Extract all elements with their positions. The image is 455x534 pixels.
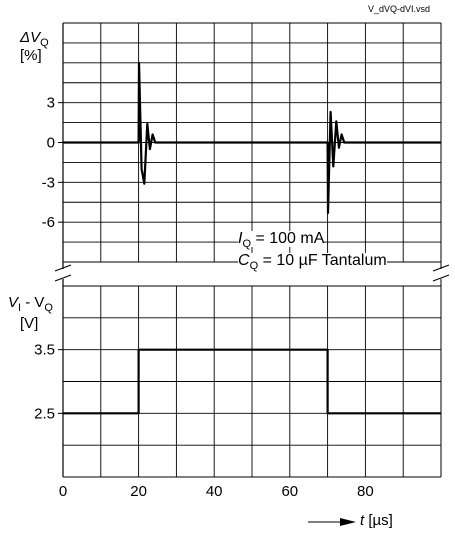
axis-break <box>54 264 450 282</box>
data-lines <box>63 61 441 415</box>
break-gap <box>55 269 449 279</box>
bottom-y-sub2: Q <box>44 302 53 314</box>
x-tick-label: 0 <box>59 483 67 500</box>
iq-annotation: IQ = 100 mA <box>238 230 325 250</box>
bottom-y-axis-label: VI - VQ <box>8 294 53 314</box>
bottom-y-unit: [V] <box>20 315 39 332</box>
y-tick-label: 3 <box>47 95 55 112</box>
y-tick-label: -3 <box>42 174 55 191</box>
x-axis-symbol: t <box>360 512 365 529</box>
x-tick-label: 20 <box>130 483 147 500</box>
break-slash-right <box>432 274 450 282</box>
break-slash-right <box>432 264 450 272</box>
cq-annotation: CQ = 10 µF Tantalum <box>238 252 387 272</box>
iq-sub: Q <box>242 238 252 250</box>
x-tick-label: 40 <box>206 483 223 500</box>
y-tick-label: 2.5 <box>34 405 55 422</box>
x-axis-arrow <box>308 518 356 526</box>
source-file-label: V_dVQ-dVI.vsd <box>368 4 431 14</box>
x-tick-label: 60 <box>281 483 298 500</box>
break-slash-left <box>54 274 72 282</box>
iq-value: = 100 mA <box>251 230 325 247</box>
top-y-sub: Q <box>40 37 49 49</box>
bottom-y-symbol: V <box>8 294 19 311</box>
y-tick-label: -6 <box>42 214 55 231</box>
cq-sub: Q <box>249 260 259 272</box>
x-axis-unit: [µs] <box>368 512 393 529</box>
iq-symbol: I <box>238 230 243 247</box>
bottom-y-mid: - V <box>21 294 45 311</box>
break-slash-left <box>54 264 72 272</box>
x-axis-label: t [µs] <box>360 513 393 528</box>
series-line-output-voltage-deviation <box>63 61 441 214</box>
cq-value: = 10 µF Tantalum <box>258 252 387 269</box>
y-tick-label: 3.5 <box>34 342 55 359</box>
x-tick-label: 80 <box>357 483 374 500</box>
y-tick-label: 0 <box>47 135 55 152</box>
top-y-axis-label: ΔVQ <box>20 29 49 49</box>
top-y-unit: [%] <box>20 47 42 64</box>
top-y-symbol: ΔV <box>20 29 41 46</box>
bottom-y-sub: I <box>18 302 22 314</box>
cq-symbol: C <box>238 252 250 269</box>
series-line-input-voltage <box>63 348 441 415</box>
arrow-head <box>340 518 356 526</box>
